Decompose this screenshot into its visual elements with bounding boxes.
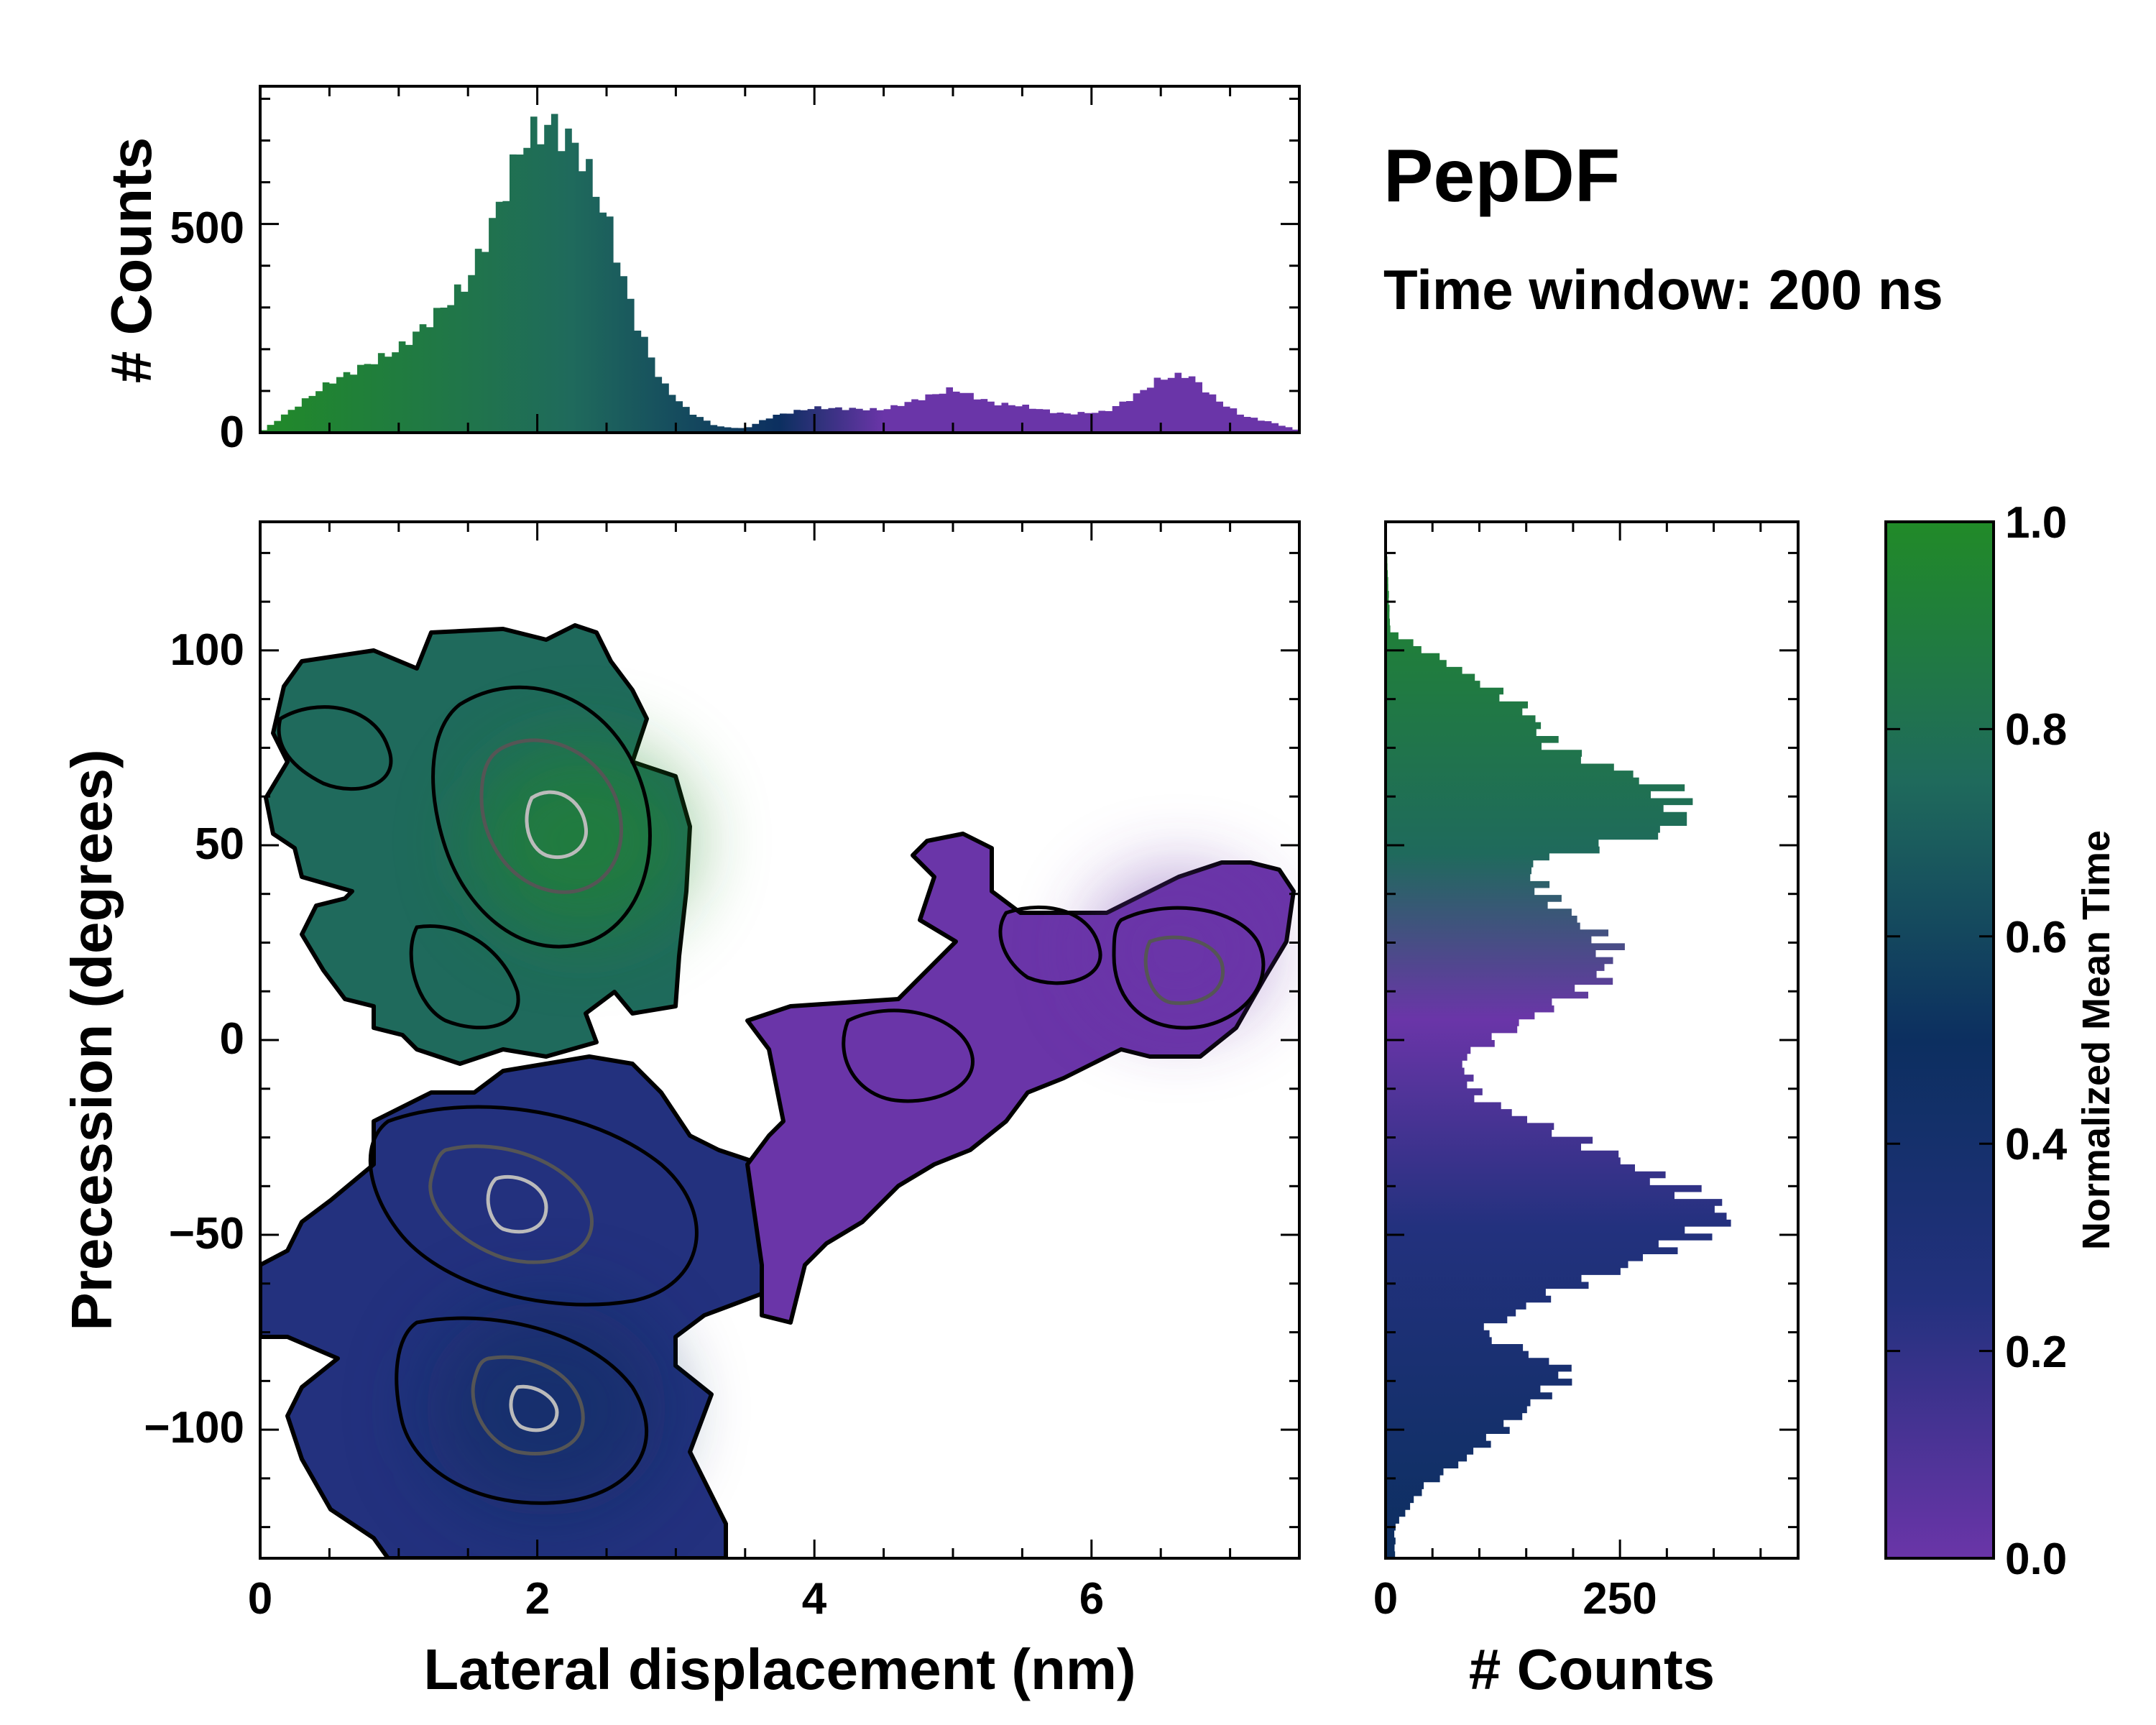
main-xtick-2: 2 [525,1574,550,1624]
contour-navy-mid [471,1355,585,1455]
contour-green-lower [409,924,520,1030]
main-xtick-6: 6 [1079,1574,1104,1624]
top-histogram-ytick-500: 500 [170,203,244,253]
top-histogram-ytick-0: 0 [220,408,244,457]
right-xtick-250: 250 [1583,1574,1657,1624]
colorbar-ticks [1886,520,1994,1560]
shade-green-peak [474,748,690,934]
main-xlabel: Lateral displacement (nm) [423,1637,1135,1701]
chart-title: PepDF [1383,134,1620,218]
main-ytick-0: 0 [220,1014,244,1064]
top-histogram-frame [259,85,1301,434]
main-ylabel: Precession (degrees) [60,749,124,1330]
contour-green-outer [431,685,652,949]
main-xtick-0: 0 [248,1574,272,1624]
colorbar-gradient [1884,520,1995,1560]
contour-blue-mid [428,1144,594,1264]
colorbar-tick-1.0: 1.0 [2005,498,2067,548]
main-ytick-minus50: −50 [169,1209,244,1259]
colorbar-label: Normalized Mean Time [2075,830,2118,1250]
shade-navy-peak [424,1301,668,1517]
contour-blue-inner [486,1174,548,1234]
colorbar-tick-0.0: 0.0 [2005,1535,2067,1584]
contour-navy-outer [395,1316,648,1505]
main-ytick-minus100: −100 [144,1403,244,1453]
top-histogram: 0 500 # Counts [99,85,1301,457]
top-histogram-bars [260,114,1299,433]
density-shading [424,748,1265,1517]
right-histogram: 0 250 # Counts [1373,520,1800,1701]
contour-green-left [277,705,393,791]
right-histogram-xlabel: # Counts [1469,1637,1715,1701]
contour-violet-right-outer [1112,906,1266,1030]
main-ytick-50: 50 [195,819,244,869]
colorbar-tick-0.4: 0.4 [2005,1120,2068,1169]
main-map: 0 2 4 6 100 50 0 −50 −100 Lateral displa… [60,520,1301,1701]
chart-subtitle: Time window: 200 ns [1383,258,1943,321]
main-map-density [260,623,1296,1558]
contour-navy-inner [509,1384,559,1432]
right-xtick-0: 0 [1373,1574,1398,1624]
top-histogram-ylabel: # Counts [99,137,163,383]
main-map-ticks [259,522,1301,1558]
contour-violet-right-inner [1143,935,1225,1006]
colorbar-tick-0.8: 0.8 [2005,705,2067,755]
colorbar-tick-0.6: 0.6 [2005,913,2067,962]
right-histogram-ticks [1384,522,1798,1558]
colorbar: 1.0 0.8 0.6 0.4 0.2 0.0 Normalized Mean … [1884,498,2118,1584]
top-histogram-ticks [259,86,1301,434]
contour-blue-outer [368,1105,699,1307]
main-xtick-4: 4 [802,1574,827,1624]
main-ytick-100: 100 [170,625,244,675]
contour-green-mid [479,738,623,894]
contour-violet-center [842,1008,975,1103]
contour-green-inner [525,790,588,860]
right-histogram-bars [1386,522,1731,1558]
colorbar-tick-0.2: 0.2 [2005,1328,2067,1377]
contour-violet-upper [998,905,1102,985]
contour-lines [277,685,1266,1505]
shade-violet-peak [1092,877,1265,1021]
